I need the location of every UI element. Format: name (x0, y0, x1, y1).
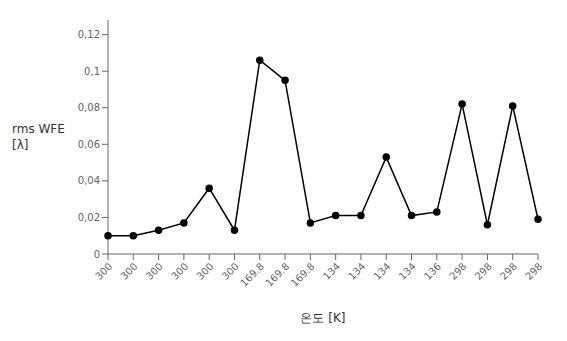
svg-text:0,02: 0,02 (78, 212, 100, 223)
svg-text:300: 300 (220, 261, 241, 282)
svg-text:134: 134 (321, 261, 342, 282)
svg-text:169.8: 169.8 (263, 261, 291, 289)
svg-text:298: 298 (473, 261, 494, 282)
svg-text:134: 134 (346, 261, 367, 282)
svg-text:온도 [K]: 온도 [K] (300, 311, 345, 325)
svg-text:300: 300 (118, 261, 139, 282)
svg-text:0,04: 0,04 (78, 175, 100, 186)
svg-text:300: 300 (169, 261, 190, 282)
svg-text:134: 134 (371, 261, 392, 282)
svg-text:0,12: 0,12 (78, 29, 100, 40)
svg-text:300: 300 (144, 261, 165, 282)
svg-text:298: 298 (498, 261, 519, 282)
svg-text:298: 298 (447, 261, 468, 282)
svg-text:0,1: 0,1 (84, 66, 100, 77)
svg-text:298: 298 (523, 261, 544, 282)
svg-text:136: 136 (422, 261, 443, 282)
svg-text:300: 300 (194, 261, 215, 282)
svg-text:169.8: 169.8 (238, 261, 266, 289)
svg-text:0,08: 0,08 (78, 102, 100, 113)
svg-text:rms WFE[λ]: rms WFE[λ] (12, 122, 65, 152)
svg-text:300: 300 (93, 261, 114, 282)
svg-text:0,06: 0,06 (78, 139, 100, 150)
svg-text:0: 0 (94, 249, 100, 260)
svg-text:169.8: 169.8 (289, 261, 317, 289)
svg-text:134: 134 (397, 261, 418, 282)
